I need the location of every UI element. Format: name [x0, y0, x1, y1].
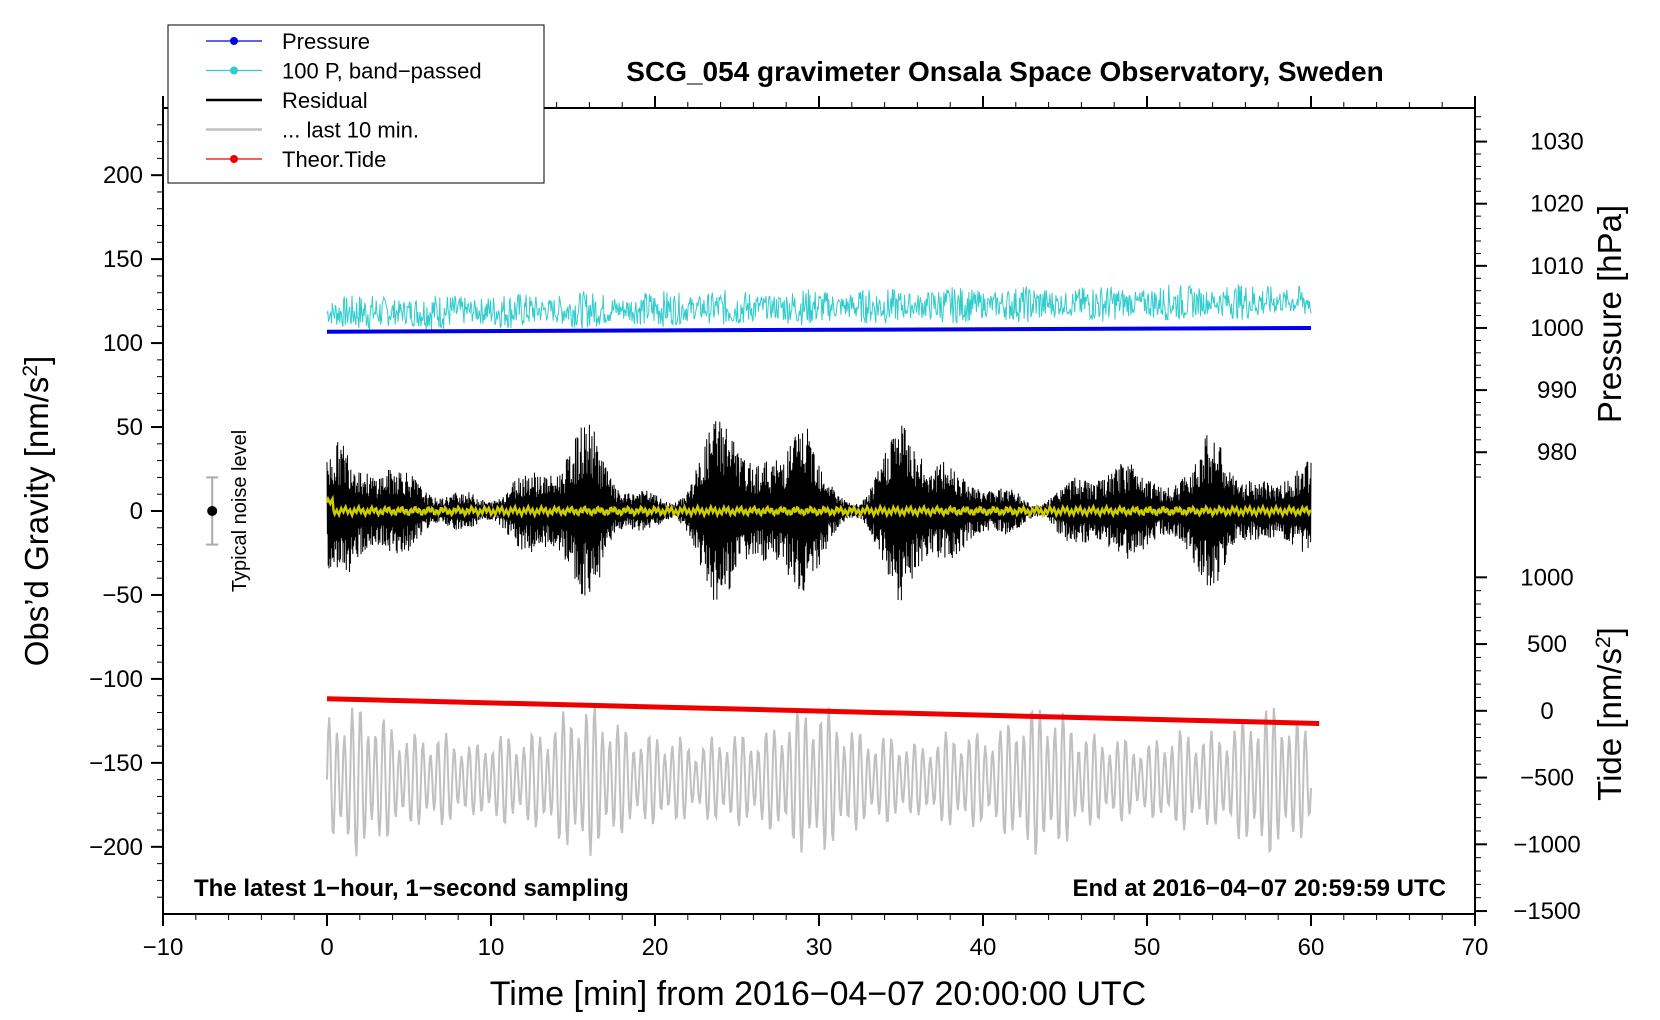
x-tick-label: 0: [320, 934, 333, 961]
series-pressure: [326, 325, 1312, 334]
y-tick-label-pressure: 1010: [1530, 253, 1583, 280]
x-tick-label: 50: [1134, 934, 1161, 961]
noise-level-indicator: Typical noise level: [206, 430, 251, 592]
y-tick-label-left: 0: [130, 498, 143, 525]
plot-frame: [162, 107, 1476, 915]
series-pressure-band-passed: [326, 284, 1312, 331]
x-tick-label: 40: [970, 934, 997, 961]
series-last-10-min: [326, 707, 1312, 857]
y-tick-label-tide: −500: [1520, 765, 1574, 792]
y-tick-label-pressure: 980: [1537, 439, 1577, 466]
y-tick-label-left: −50: [102, 582, 143, 609]
y-tick-label-left: 150: [103, 246, 143, 273]
y-axis-label-tide: Tide [nm/s2]: [1591, 627, 1628, 801]
y-tick-label-left: 50: [116, 414, 143, 441]
y-tick-label-tide: −1500: [1513, 898, 1580, 925]
y-tick-label-pressure: 1020: [1530, 191, 1583, 218]
legend-label: 100 P, band−passed: [282, 59, 482, 84]
x-tick-label: 60: [1298, 934, 1325, 961]
x-tick-label: 30: [806, 934, 833, 961]
x-tick-label: −10: [143, 934, 184, 961]
series-layer: [325, 284, 1320, 857]
y-tick-label-left: 200: [103, 162, 143, 189]
y-axis-label-tide-main: Tide [nm/s: [1591, 648, 1628, 801]
x-tick-label: 70: [1462, 934, 1489, 961]
axes-layer: −10 0 10 20 30 40 50 60 70200150100500−50−100−15…: [89, 96, 1584, 961]
y-tick-label-left: −150: [89, 750, 143, 777]
y-axis-label-left-main: Obs’d Gravity [nm/s: [18, 377, 55, 667]
legend-box: [167, 24, 545, 184]
y-tick-label-pressure: 990: [1537, 377, 1577, 404]
noise-bar-label: Typical noise level: [229, 430, 251, 592]
y-axis-label-left: Obs’d Gravity [nm/s2]: [18, 356, 55, 667]
legend-marker: [230, 66, 238, 75]
y-axis-label-pressure: Pressure [hPa]: [1591, 205, 1628, 423]
legend-marker: [230, 155, 238, 163]
y-tick-label-left: −100: [89, 666, 143, 693]
y-tick-label-left: −200: [89, 834, 143, 861]
y-axis-label-left-sup: 2: [19, 365, 42, 377]
y-tick-label-tide: 1000: [1520, 564, 1573, 591]
y-axis-label-tide-sup: 2: [1592, 636, 1615, 648]
legend-label: Pressure: [282, 29, 370, 54]
x-tick-label: 20: [642, 934, 669, 961]
noise-bar-center-dot: [207, 506, 218, 516]
legend-label: Residual: [282, 88, 368, 113]
series-residual-smoothed: [325, 494, 1312, 519]
y-tick-label-left: 100: [103, 330, 143, 357]
y-tick-label-tide: 500: [1527, 631, 1567, 658]
y-tick-label-tide: 0: [1540, 698, 1553, 725]
y-axis-label-left-tail: ]: [18, 356, 55, 365]
x-axis-label: Time [min] from 2016−04−07 20:00:00 UTC: [490, 975, 1146, 1013]
annotation-bottom-right: End at 2016−04−07 20:59:59 UTC: [1072, 875, 1446, 902]
chart-title: SCG_054 gravimeter Onsala Space Observat…: [626, 56, 1383, 87]
series-theoretical-tide: [326, 696, 1320, 727]
annotation-bottom-left: The latest 1−hour, 1−second sampling: [194, 875, 629, 902]
series-residual: [326, 421, 1312, 601]
legend-label: Theor.Tide: [282, 147, 386, 172]
legend: Pressure 100 P, band−passed Residual ... la…: [167, 24, 545, 184]
y-tick-label-tide: −1000: [1513, 831, 1580, 858]
legend-label: ... last 10 min.: [282, 118, 419, 143]
x-tick-label: 10: [478, 934, 505, 961]
y-tick-label-pressure: 1030: [1530, 129, 1583, 156]
legend-marker: [230, 37, 238, 45]
y-tick-label-pressure: 1000: [1530, 315, 1583, 342]
y-axis-label-tide-tail: ]: [1591, 627, 1628, 636]
